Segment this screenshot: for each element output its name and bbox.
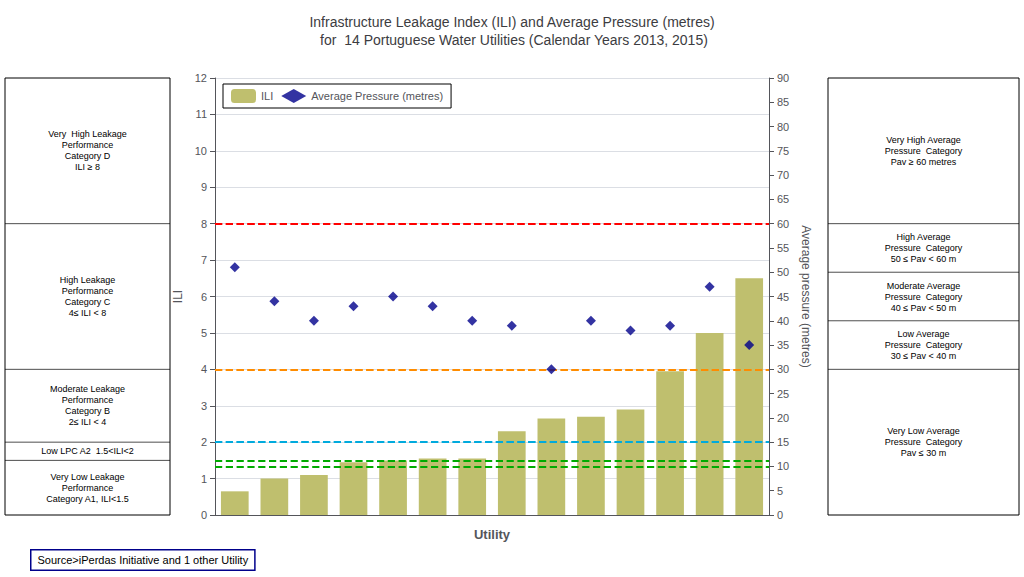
svg-text:65: 65 xyxy=(777,193,789,205)
svg-text:Pav ≥ 60 metres: Pav ≥ 60 metres xyxy=(891,157,957,167)
svg-text:10: 10 xyxy=(195,145,207,157)
svg-text:Category B: Category B xyxy=(65,406,110,416)
svg-text:Performance: Performance xyxy=(62,140,114,150)
svg-text:6: 6 xyxy=(201,291,207,303)
svg-text:50 ≤ Pav < 60 m: 50 ≤ Pav < 60 m xyxy=(891,254,957,264)
svg-text:Infrastructure Leakage Index (: Infrastructure Leakage Index (ILI) and A… xyxy=(309,14,714,30)
svg-text:40 ≤ Pav < 50 m: 40 ≤ Pav < 50 m xyxy=(891,303,957,313)
svg-text:3: 3 xyxy=(201,400,207,412)
svg-text:Very Low Average: Very Low Average xyxy=(887,426,959,436)
svg-text:7: 7 xyxy=(201,254,207,266)
svg-text:Pav ≤ 30 m: Pav ≤ 30 m xyxy=(901,448,946,458)
svg-text:2: 2 xyxy=(201,436,207,448)
svg-text:35: 35 xyxy=(777,339,789,351)
svg-text:40: 40 xyxy=(777,315,789,327)
svg-text:12: 12 xyxy=(195,72,207,84)
svg-text:50: 50 xyxy=(777,266,789,278)
svg-text:Moderate Leakage: Moderate Leakage xyxy=(50,384,125,394)
svg-text:Performance: Performance xyxy=(62,483,114,493)
svg-text:25: 25 xyxy=(777,388,789,400)
svg-text:ILI: ILI xyxy=(261,90,273,102)
svg-text:Category C: Category C xyxy=(65,297,111,307)
svg-text:Low Average: Low Average xyxy=(898,329,950,339)
svg-text:Utility: Utility xyxy=(474,527,511,542)
svg-text:Very High Leakage: Very High Leakage xyxy=(48,129,127,139)
svg-text:Very High Average: Very High Average xyxy=(886,135,960,145)
svg-text:Very Low Leakage: Very Low Leakage xyxy=(50,472,124,482)
svg-text:High Average: High Average xyxy=(897,232,951,242)
svg-text:30 ≤ Pav < 40 m: 30 ≤ Pav < 40 m xyxy=(891,351,957,361)
svg-text:Category D: Category D xyxy=(65,151,111,161)
svg-text:Pressure Category: Pressure Category xyxy=(885,437,963,447)
svg-text:8: 8 xyxy=(201,218,207,230)
svg-text:1: 1 xyxy=(201,473,207,485)
svg-text:10: 10 xyxy=(777,460,789,472)
svg-text:Pressure Category: Pressure Category xyxy=(885,340,963,350)
svg-text:70: 70 xyxy=(777,169,789,181)
svg-text:High Leakage: High Leakage xyxy=(60,275,116,285)
svg-text:9: 9 xyxy=(201,181,207,193)
svg-text:90: 90 xyxy=(777,72,789,84)
svg-text:80: 80 xyxy=(777,121,789,133)
svg-text:ILI ≥ 8: ILI ≥ 8 xyxy=(75,162,100,172)
svg-text:ILI: ILI xyxy=(171,290,185,303)
svg-text:Pressure Category: Pressure Category xyxy=(885,243,963,253)
svg-text:45: 45 xyxy=(777,291,789,303)
svg-text:4≤ ILI < 8: 4≤ ILI < 8 xyxy=(69,308,107,318)
svg-text:2≤ ILI < 4: 2≤ ILI < 4 xyxy=(69,417,107,427)
svg-text:Pressure Category: Pressure Category xyxy=(885,146,963,156)
svg-text:Average pressure (metres): Average pressure (metres) xyxy=(799,225,813,368)
svg-text:85: 85 xyxy=(777,96,789,108)
svg-text:Performance: Performance xyxy=(62,395,114,405)
svg-text:15: 15 xyxy=(777,436,789,448)
svg-text:55: 55 xyxy=(777,242,789,254)
svg-text:0: 0 xyxy=(777,509,783,521)
svg-text:5: 5 xyxy=(777,485,783,497)
svg-text:4: 4 xyxy=(201,363,207,375)
svg-text:for 14 Portuguese Water Utili: for 14 Portuguese Water Utilities (Calen… xyxy=(316,32,708,48)
svg-text:60: 60 xyxy=(777,218,789,230)
svg-text:0: 0 xyxy=(201,509,207,521)
svg-text:20: 20 xyxy=(777,412,789,424)
svg-text:75: 75 xyxy=(777,145,789,157)
svg-text:Category A1, ILI<1.5: Category A1, ILI<1.5 xyxy=(46,494,128,504)
svg-text:5: 5 xyxy=(201,327,207,339)
svg-text:Pressure Category: Pressure Category xyxy=(885,292,963,302)
svg-text:30: 30 xyxy=(777,363,789,375)
svg-text:Average Pressure (metres): Average Pressure (metres) xyxy=(311,90,443,102)
svg-text:Performance: Performance xyxy=(62,286,114,296)
svg-text:Moderate Average: Moderate Average xyxy=(887,281,960,291)
svg-text:Source>iPerdas Initiative and: Source>iPerdas Initiative and 1 other Ut… xyxy=(38,554,249,566)
svg-text:11: 11 xyxy=(196,108,207,120)
svg-text:Low LPC A2 1.5<ILI<2: Low LPC A2 1.5<ILI<2 xyxy=(41,446,134,456)
